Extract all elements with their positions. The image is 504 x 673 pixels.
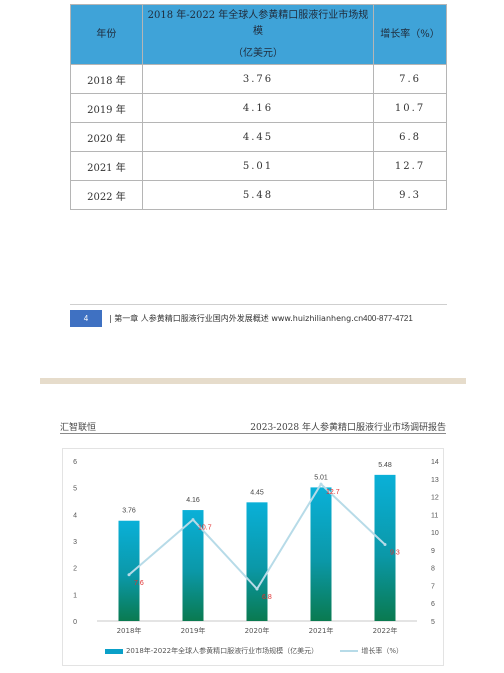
page-top-rule — [40, 378, 466, 384]
footer-divider — [70, 304, 447, 305]
bar — [182, 510, 204, 621]
footer-phone: 400-877-4721 — [363, 314, 413, 323]
cell-size: 5.01 — [141, 151, 375, 181]
growth-point — [127, 573, 131, 577]
legend-line-label: 增长率（%） — [361, 647, 404, 655]
growth-value-label: 9.3 — [390, 550, 400, 557]
y-left-tick-label: 5 — [73, 486, 77, 493]
cell-year: 2021 年 — [70, 151, 143, 181]
cell-size: 5.48 — [141, 180, 375, 210]
cell-year: 2020 年 — [70, 122, 143, 152]
bar-value-label: 5.01 — [314, 474, 328, 481]
table-header-row: 年份 2018 年-2022 年全球人参黄精口服液行业市场规模 （亿美元） 增长… — [70, 4, 447, 65]
legend-item-line: 增长率（%） — [340, 646, 403, 656]
y-right-tick-label: 6 — [431, 601, 435, 608]
y-left-tick-label: 2 — [73, 566, 77, 573]
cell-year: 2022 年 — [70, 180, 143, 210]
table-row: 2020 年 4.45 6.8 — [70, 122, 447, 152]
table-row: 2019 年 4.16 10.7 — [70, 93, 447, 123]
growth-point — [191, 518, 195, 522]
y-right-tick-label: 9 — [431, 548, 435, 555]
cell-growth: 12.7 — [373, 151, 447, 181]
market-size-chart: 0 1 2 3 4 5 6 5 6 7 8 9 10 11 12 13 14 3.76 4.16 4.45 5.01 5.… — [62, 448, 444, 666]
chart-legend: 2018年-2022年全球人参黄精口服液行业市场规模（亿美元） 增长率（%） — [63, 646, 445, 656]
growth-value-label: 12.7 — [326, 489, 340, 496]
legend-line-swatch — [340, 650, 359, 652]
y-right-tick-label: 7 — [431, 583, 435, 590]
y-left-tick-label: 0 — [73, 619, 77, 626]
table-row: 2018 年 3.76 7.6 — [70, 64, 447, 94]
y-right-tick-label: 14 — [431, 459, 439, 466]
y-left-tick-label: 4 — [73, 512, 77, 519]
y-left-tick-label: 3 — [73, 539, 77, 546]
cell-growth: 6.8 — [373, 122, 447, 152]
chart-canvas: 01234565678910111213143.764.164.455.015.… — [73, 459, 439, 635]
header-market-size: 2018 年-2022 年全球人参黄精口服液行业市场规模 （亿美元） — [141, 4, 375, 65]
cell-year: 2019 年 — [70, 93, 143, 123]
y-right-tick-label: 12 — [431, 495, 439, 502]
market-size-table: 年份 2018 年-2022 年全球人参黄精口服液行业市场规模 （亿美元） 增长… — [70, 4, 447, 210]
bar-value-label: 4.45 — [250, 489, 264, 496]
cell-growth: 9.3 — [373, 180, 447, 210]
cell-year: 2018 年 — [70, 64, 143, 94]
x-tick-label: 2018年 — [117, 626, 142, 635]
y-right-tick-label: 10 — [431, 530, 439, 537]
growth-point — [319, 482, 323, 486]
y-right-tick-label: 11 — [431, 512, 438, 519]
x-tick-label: 2019年 — [181, 626, 206, 635]
header-market-size-line1: 2018 年-2022 年全球人参黄精口服液行业市场规模 — [147, 9, 369, 37]
growth-value-label: 6.8 — [262, 594, 272, 601]
table-row: 2022 年 5.48 9.3 — [70, 180, 447, 210]
cell-size: 3.76 — [141, 64, 375, 94]
y-left-tick-label: 1 — [73, 592, 77, 599]
x-tick-label: 2020年 — [245, 626, 270, 635]
footer-chapter-text: | 第一章 人参黄精口服液行业国内外发展概述 www.huizhilianhen… — [109, 314, 364, 323]
header-divider — [60, 433, 446, 434]
growth-value-label: 7.6 — [134, 580, 144, 587]
growth-value-label: 10.7 — [198, 525, 212, 532]
header-growth-rate: 增长率（%） — [373, 4, 447, 65]
legend-item-bars: 2018年-2022年全球人参黄精口服液行业市场规模（亿美元） — [104, 646, 319, 656]
x-tick-label: 2022年 — [373, 626, 398, 635]
y-right-tick-label: 13 — [431, 477, 439, 484]
bar-value-label: 3.76 — [122, 508, 136, 515]
running-header-title: 2023-2028 年人参黄精口服液行业市场调研报告 — [250, 423, 446, 433]
bar — [118, 520, 140, 621]
cell-growth: 7.6 — [373, 64, 447, 94]
y-right-tick-label: 8 — [431, 566, 435, 573]
running-header-brand: 汇智联恒 — [60, 423, 97, 433]
legend-bar-label: 2018年-2022年全球人参黄精口服液行业市场规模（亿美元） — [125, 647, 319, 655]
y-left-tick-label: 6 — [73, 459, 77, 466]
bar — [310, 487, 332, 621]
cell-growth: 10.7 — [373, 93, 447, 123]
bar-value-label: 5.48 — [378, 462, 392, 469]
x-tick-label: 2021年 — [309, 626, 334, 635]
header-market-size-line2: （亿美元） — [232, 47, 283, 59]
legend-bar-swatch — [104, 648, 123, 654]
y-right-tick-label: 5 — [431, 619, 435, 626]
header-year: 年份 — [70, 4, 143, 65]
document-page-top: 年份 2018 年-2022 年全球人参黄精口服液行业市场规模 （亿美元） 增长… — [70, 4, 447, 327]
growth-point — [383, 543, 387, 547]
bar-value-label: 4.16 — [186, 497, 200, 504]
growth-point — [255, 587, 259, 591]
cell-size: 4.16 — [141, 93, 375, 123]
table-row: 2021 年 5.01 12.7 — [70, 151, 447, 181]
cell-size: 4.45 — [141, 122, 375, 152]
page-number-badge: 4 — [70, 310, 102, 327]
bar — [374, 474, 396, 621]
bar — [246, 502, 268, 621]
